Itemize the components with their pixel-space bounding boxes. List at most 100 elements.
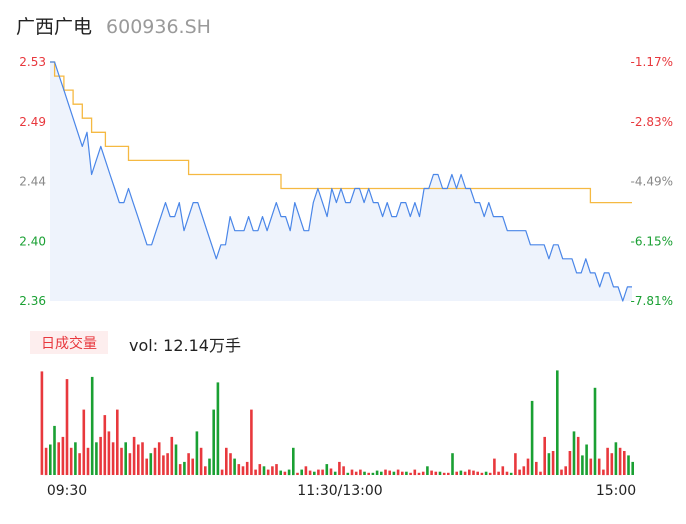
volume-bar [313,471,316,475]
volume-bar [296,472,299,475]
volume-bar [145,458,148,475]
volume-bar [250,409,253,475]
volume-bar [564,466,567,475]
volume-bar [396,469,400,476]
volume-bar [329,468,333,475]
volume-bar [116,409,119,475]
volume-bar [132,436,136,475]
x-tick-label: 11:30/13:00 [297,483,382,499]
volume-bar [572,431,576,475]
volume-bar [44,447,48,476]
volume-bar [438,471,442,475]
x-tick-label: 09:30 [47,483,87,499]
price-area-fill [50,62,632,301]
volume-bar [333,471,337,475]
volume-bar [547,453,551,475]
y-tick-left: 2.40 [19,234,46,248]
volume-bar [170,436,174,475]
volume-bar [187,453,190,475]
y-tick-right: -4.49% [631,175,673,189]
volume-bar [69,447,73,476]
volume-bar [505,471,509,475]
volume-bar [183,461,186,475]
volume-bar [78,453,81,475]
y-tick-right: -1.17% [631,55,673,69]
volume-bar [137,444,140,475]
volume-bar [287,469,291,476]
volume-bar [589,458,593,475]
volume-bar [509,472,513,475]
volume-bar [522,466,526,475]
stock-name: 广西广电 [16,16,93,38]
volume-bar [526,458,530,475]
volume-bar [614,442,618,475]
volume-bar [241,466,245,475]
volume-period-badge[interactable]: 日成交量 [30,331,108,354]
volume-bar [178,464,182,475]
volume-bar [560,469,563,476]
volume-bar [90,376,94,475]
volume-bar [304,466,308,475]
volume-bar [631,461,634,475]
volume-bar [107,431,111,475]
volume-bar [229,453,232,475]
volume-bar [380,471,383,475]
volume-bar [111,442,115,475]
volume-bar [86,447,90,476]
volume-bar [216,382,220,475]
volume-bar [514,453,517,475]
volume-bar [606,447,609,476]
volume-bar [476,471,479,475]
volume-bar [245,461,249,475]
y-tick-right: -2.83% [631,115,673,129]
volume-bar [325,464,329,475]
volume-bar [300,469,303,476]
volume-bar [426,466,429,475]
volume-bar [359,469,362,476]
volume-bar [342,466,345,475]
volume-bar [103,415,107,476]
volume-bar [610,453,614,475]
volume-bar [354,471,358,475]
volume-bar [623,451,626,475]
volume-bar [275,464,278,475]
volume-bar [447,472,450,475]
volume-bar [602,469,605,476]
volume-bar [568,451,572,475]
average-price-line [50,61,632,204]
volume-bar [49,444,52,475]
stock-code: 600936.SH [106,16,211,38]
volume-bar [413,469,417,476]
volume-bar [321,469,324,476]
volume-bar [149,453,153,475]
volume-bar [367,472,370,475]
volume-bar [451,453,454,475]
volume-bar [392,471,396,475]
volume-readout: vol: 12.14万手 [129,336,241,355]
volume-bar [166,453,169,475]
volume-bar [57,442,60,475]
volume-bar [593,387,597,475]
y-tick-left: 2.49 [19,115,46,129]
volume-bar [535,461,538,475]
volume-bar [468,469,471,476]
volume-bar [409,472,412,475]
volume-bar [430,470,433,475]
volume-bar [434,471,438,475]
volume-bar [401,471,404,475]
volume-bar [128,453,132,475]
volume-bar [530,400,534,475]
volume-bar [539,471,542,475]
price-line [50,61,632,302]
volume-bar [576,436,580,475]
volume-bar [518,469,521,476]
volume-bar [258,464,262,475]
volume-bar [308,470,312,475]
volume-bar [208,458,211,475]
volume-bar [204,466,207,475]
volume-bar [484,471,488,475]
volume-bar [455,471,458,475]
volume-bar [363,471,366,475]
volume-bar [488,472,492,475]
